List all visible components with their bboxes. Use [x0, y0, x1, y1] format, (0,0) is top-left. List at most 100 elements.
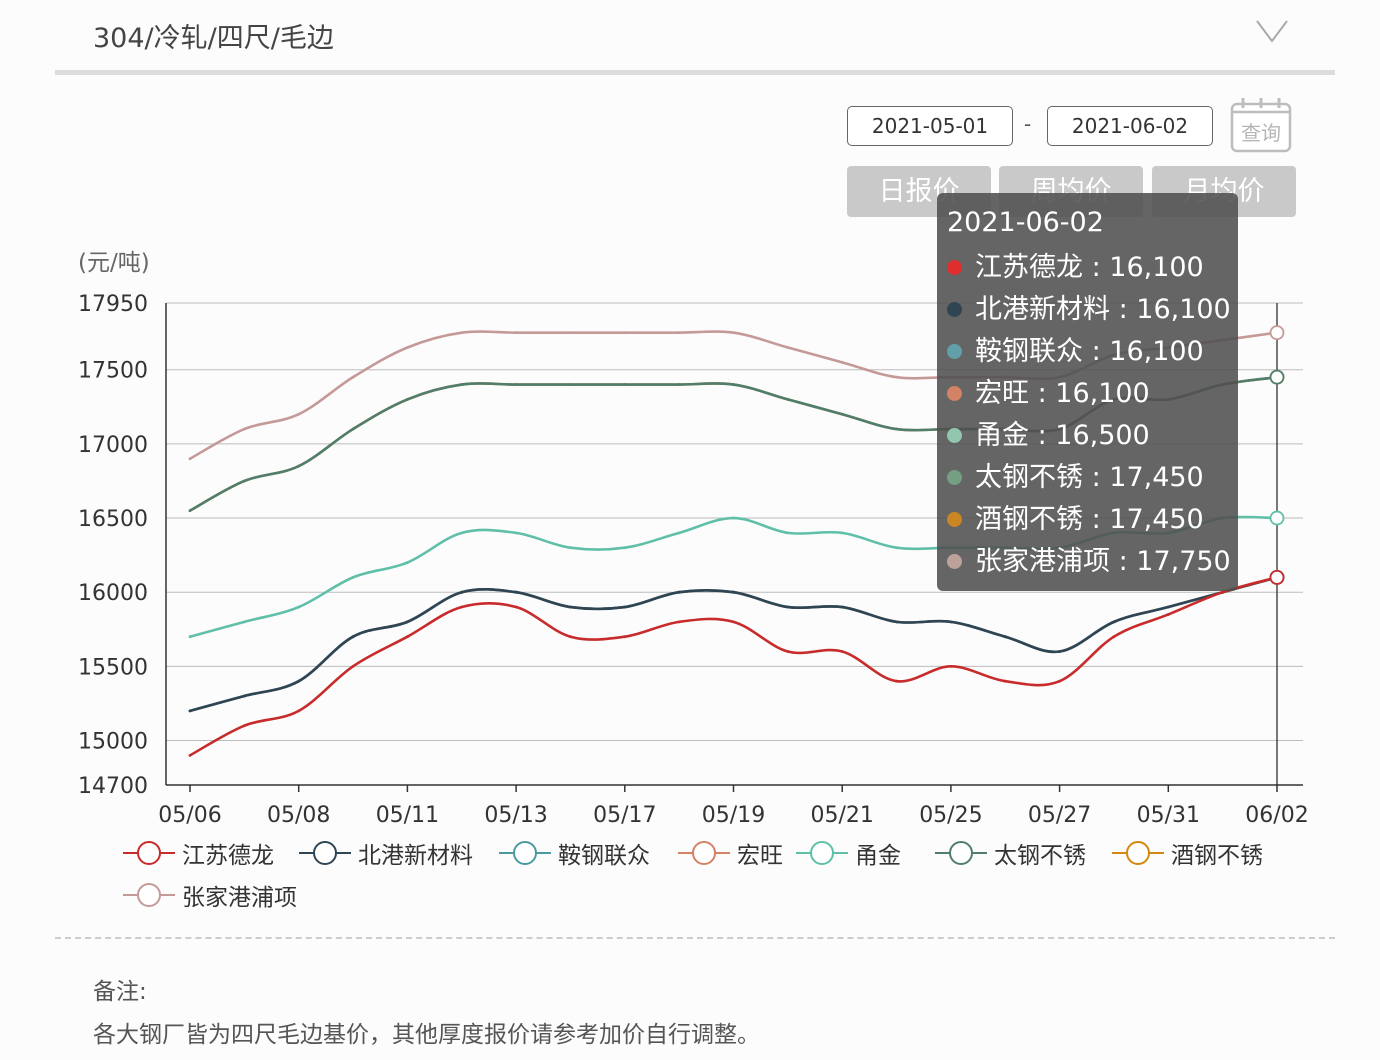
series-color-dot — [947, 470, 962, 485]
start-date-input[interactable]: 2021-05-01 — [847, 106, 1013, 146]
data-point — [840, 531, 844, 535]
data-point — [351, 575, 355, 579]
data-point — [677, 383, 681, 386]
tooltip-row: 北港新材料 : 16,100 — [947, 289, 1238, 331]
hover-marker — [1269, 369, 1285, 385]
data-point — [188, 709, 192, 713]
data-point — [188, 509, 192, 513]
y-axis-unit-label: (元/吨) — [78, 250, 150, 276]
data-point — [623, 383, 627, 386]
data-point — [514, 383, 518, 386]
tooltip-row: 宏旺 : 16,100 — [947, 373, 1238, 415]
data-point — [1112, 635, 1116, 639]
data-point — [895, 620, 898, 624]
legend-item[interactable]: 鞍钢联众 — [498, 838, 650, 869]
notes-text: 各大钢厂皆为四尺毛边基价，其他厚度报价请参考加价自行调整。 — [93, 1022, 760, 1048]
series-color-dot — [947, 302, 962, 317]
hover-marker — [1269, 325, 1285, 341]
legend-item[interactable]: 北港新材料 — [298, 838, 473, 869]
data-point — [1003, 679, 1007, 683]
x-tick-label: 05/06 — [158, 803, 221, 828]
y-tick-label: 16000 — [78, 581, 148, 606]
tooltip-row: 鞍钢联众 : 16,100 — [947, 331, 1238, 373]
x-tick-label: 06/02 — [1245, 803, 1308, 828]
legend-swatch-icon — [1112, 841, 1164, 865]
y-tick-label: 14700 — [78, 774, 148, 799]
data-point — [840, 412, 844, 416]
calendar-icon: 查询 — [1230, 98, 1292, 153]
tooltip-series-name: 宏旺 — [975, 378, 1029, 409]
data-point — [895, 679, 898, 683]
data-point — [188, 753, 192, 757]
data-point — [514, 605, 518, 609]
data-point — [1221, 590, 1225, 594]
x-tick-label: 05/19 — [702, 803, 765, 828]
legend-item[interactable]: 宏旺 — [677, 838, 783, 869]
tooltip-list: 江苏德龙 : 16,100 北港新材料 : 16,100 鞍钢联众 : 16,100… — [947, 247, 1238, 583]
data-point — [840, 605, 844, 609]
legend-swatch-icon — [935, 841, 987, 865]
tooltip-row: 江苏德龙 : 16,100 — [947, 247, 1238, 289]
tooltip-separator: : — [1110, 546, 1137, 577]
tooltip-separator: : — [1083, 462, 1110, 493]
data-point — [569, 383, 572, 386]
data-point — [732, 620, 735, 624]
y-tick-label: 17500 — [78, 359, 148, 384]
legend-swatch-icon — [796, 841, 848, 865]
legend-item[interactable]: 江苏德龙 — [122, 838, 274, 869]
data-point — [351, 375, 355, 379]
x-tick-label: 05/25 — [919, 803, 982, 828]
x-tick-label: 05/11 — [376, 803, 439, 828]
page-title: 304/冷轧/四尺/毛边 — [93, 23, 334, 54]
data-point — [297, 464, 301, 468]
data-point — [623, 605, 627, 609]
tooltip-series-name: 张家港浦项 — [975, 546, 1110, 577]
x-tick-label: 05/31 — [1137, 803, 1200, 828]
data-point — [732, 383, 735, 386]
legend-item[interactable]: 太钢不锈 — [934, 838, 1086, 869]
x-tick-label: 05/27 — [1028, 803, 1091, 828]
series-color-dot — [947, 428, 962, 443]
legend-swatch-icon — [123, 841, 175, 865]
series-line — [189, 576, 1278, 713]
price-line-chart: (元/吨) 17950 17500 17000 16500 16000 15500 1500… — [78, 250, 1309, 828]
end-date-input[interactable]: 2021-06-02 — [1047, 106, 1213, 146]
query-label: 查询 — [1241, 121, 1281, 145]
data-point — [786, 650, 790, 653]
data-point — [1166, 605, 1170, 609]
legend-item[interactable]: 甬金 — [795, 838, 901, 869]
tooltip-separator: : — [1110, 294, 1137, 325]
query-button[interactable]: 查询 — [1229, 96, 1293, 158]
data-point — [406, 398, 409, 401]
legend-item[interactable]: 酒钢不锈 — [1111, 838, 1263, 869]
data-point — [351, 427, 355, 431]
hover-marker — [1269, 510, 1285, 526]
data-point — [242, 724, 246, 728]
data-point — [840, 360, 844, 364]
chevron-down-icon[interactable] — [1255, 18, 1289, 44]
chart-tooltip: 2021-06-02 江苏德龙 : 16,100 北港新材料 : 16,100 鞍钢… — [937, 193, 1238, 591]
data-point — [460, 383, 464, 386]
data-point — [406, 635, 409, 639]
tooltip-separator: : — [1029, 378, 1056, 409]
data-point — [895, 375, 898, 379]
chart-axes: 17950 17500 17000 16500 16000 15500 15000 14700… — [78, 292, 1309, 828]
y-tick-label: 17000 — [78, 433, 148, 458]
data-point — [297, 412, 301, 416]
data-point — [1166, 613, 1170, 616]
data-point — [351, 635, 355, 639]
y-tick-label: 15500 — [78, 655, 148, 680]
data-point — [406, 620, 409, 624]
legend-swatch-icon — [299, 841, 351, 865]
series-line — [189, 576, 1278, 713]
y-tick-label: 17950 — [78, 292, 148, 317]
data-point — [895, 546, 898, 550]
tooltip-series-value: 16,100 — [1055, 378, 1150, 409]
legend-item[interactable]: 张家港浦项 — [122, 880, 297, 911]
data-point — [297, 709, 301, 713]
data-point — [460, 605, 464, 609]
data-point — [949, 620, 953, 624]
data-point — [460, 531, 464, 535]
data-point — [1058, 679, 1061, 683]
tooltip-row: 太钢不锈 : 17,450 — [947, 457, 1238, 499]
